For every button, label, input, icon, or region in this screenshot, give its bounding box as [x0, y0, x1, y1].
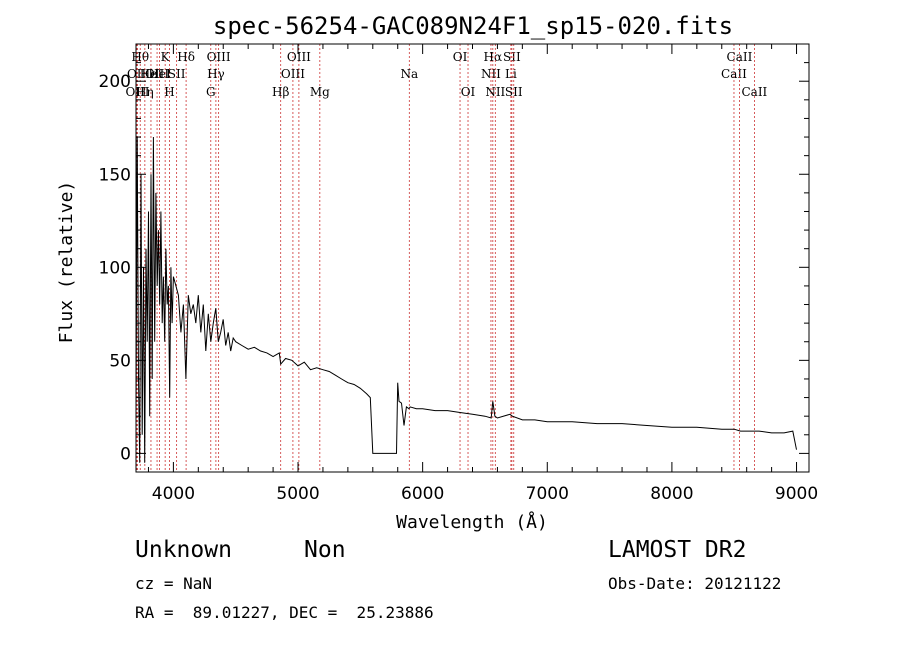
y-tick-label-200: 200	[99, 72, 131, 92]
line-marker-label-19: OI	[453, 50, 468, 64]
spectrum-series	[135, 136, 797, 463]
line-marker-label-23: NII	[485, 85, 505, 99]
line-marker-label-12: Hγ	[207, 67, 225, 81]
y-axis: 0 50 100 150 200	[99, 62, 809, 464]
line-marker-label-11: G	[206, 85, 216, 99]
y-tick-label-150: 150	[99, 165, 131, 185]
object-class: Unknown	[135, 537, 232, 563]
object-subclass: Non	[304, 537, 346, 563]
x-axis: 4000 5000 6000 7000 8000 9000	[147, 44, 818, 504]
y-tick-label-50: 50	[109, 351, 131, 371]
line-marker-label-5: OIII	[145, 67, 169, 81]
line-marker-label-21: NII	[481, 67, 501, 81]
y-axis-label: Flux (relative)	[56, 181, 77, 344]
emission-line-markers: OIIOIIIHθHηHeIOIIIHeIKHSIIHδGHγOIIIHβOII…	[125, 44, 768, 472]
line-marker-label-13: OIII	[207, 50, 231, 64]
y-tick-label-100: 100	[99, 258, 131, 278]
coordinates-readout: RA = 89.01227, DEC = 25.23886	[135, 603, 434, 622]
line-marker-label-16: OIII	[287, 50, 311, 64]
x-tick-label-8000: 8000	[650, 484, 693, 504]
line-marker-label-28: CaII	[727, 50, 753, 64]
line-marker-label-7: K	[161, 50, 171, 64]
x-axis-label: Wavelength (Å)	[396, 511, 548, 533]
line-marker-label-15: OIII	[281, 67, 305, 81]
line-marker-label-1: OIII	[125, 85, 149, 99]
line-marker-label-8: H	[164, 85, 174, 99]
line-marker-label-24: Li	[505, 67, 517, 81]
chart-title: spec-56254-GAC089N24F1_sp15-020.fits	[213, 12, 733, 40]
line-marker-label-22: Hα	[484, 50, 503, 64]
line-marker-label-29: CaII	[741, 85, 767, 99]
spectrum-plot: spec-56254-GAC089N24F1_sp15-020.fits OII…	[56, 12, 818, 533]
survey-name: LAMOST DR2	[608, 537, 747, 563]
line-marker-label-10: Hδ	[177, 50, 195, 64]
x-tick-label-7000: 7000	[526, 484, 569, 504]
y-tick-label-0: 0	[120, 444, 131, 464]
redshift-readout: cz = NaN	[135, 574, 213, 593]
spectrum-line-0	[135, 136, 797, 463]
line-marker-label-2: Hθ	[131, 50, 149, 64]
line-marker-label-27: CaII	[721, 67, 747, 81]
line-marker-label-20: OI	[461, 85, 476, 99]
line-marker-label-14: Hβ	[272, 85, 289, 99]
line-marker-label-18: Na	[400, 67, 418, 81]
line-marker-label-25: SII	[503, 50, 521, 64]
line-marker-label-0: OII	[127, 67, 147, 81]
line-marker-label-17: Mg	[310, 85, 330, 99]
x-tick-label-5000: 5000	[276, 484, 319, 504]
line-marker-label-3: Hη	[136, 85, 154, 99]
obs-date: Obs-Date: 20121122	[608, 574, 782, 593]
x-tick-label-4000: 4000	[152, 484, 195, 504]
x-tick-label-6000: 6000	[401, 484, 444, 504]
line-marker-label-26: SII	[505, 85, 523, 99]
plot-frame	[135, 43, 810, 473]
x-tick-label-9000: 9000	[775, 484, 818, 504]
line-marker-label-9: SII	[168, 67, 186, 81]
